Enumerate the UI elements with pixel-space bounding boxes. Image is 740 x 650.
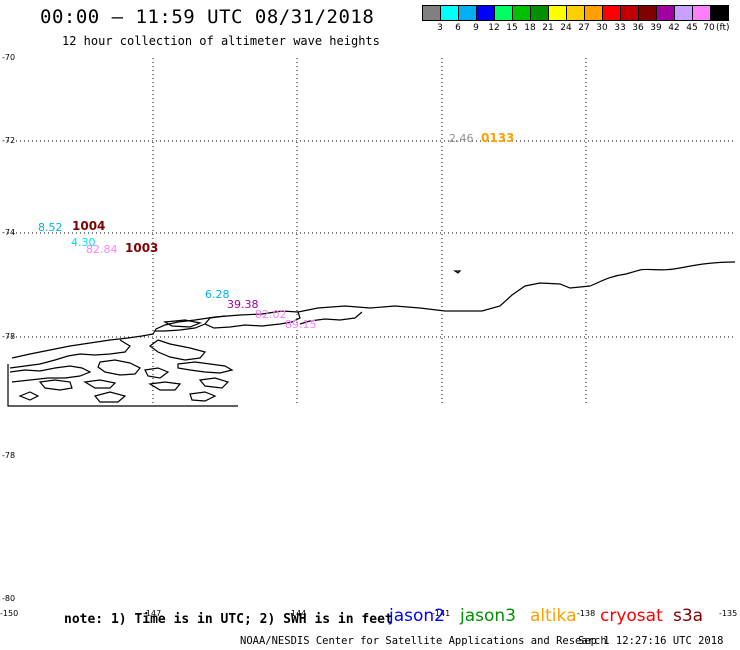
- wave-height-value: 8.52: [38, 221, 63, 234]
- legend-label: 18: [524, 23, 536, 33]
- wave-height-value: 2.46: [449, 132, 474, 145]
- legend-swatch: [477, 6, 495, 20]
- coast-segment: [9, 365, 92, 383]
- wave-height-value: 6.28: [205, 288, 230, 301]
- page-subtitle: 12 hour collection of altimeter wave hei…: [62, 34, 380, 48]
- legend-unit: (ft): [716, 23, 730, 33]
- legend-swatch: [711, 6, 728, 20]
- legend-label: 27: [578, 23, 590, 33]
- legend-label: 70: [703, 23, 715, 33]
- coast-segment: [177, 361, 234, 374]
- page-title: 00:00 – 11:59 UTC 08/31/2018: [40, 6, 375, 28]
- wave-height-value: 82.84: [86, 243, 118, 256]
- coast-segment: [18, 391, 40, 401]
- coast-segment: [144, 367, 170, 379]
- satellite-label: cryosat: [600, 606, 663, 626]
- pass-id: 1003: [125, 241, 159, 255]
- legend-swatch: [531, 6, 549, 20]
- legend-label: 3: [437, 23, 443, 33]
- legend-label: 9: [473, 23, 479, 33]
- wave-height-value: 82.02: [255, 308, 287, 321]
- legend-label: 33: [614, 23, 626, 33]
- legend-swatch: [603, 6, 621, 20]
- wave-height-value: 89.15: [285, 318, 317, 331]
- coast-segment: [97, 359, 141, 376]
- coast-segment: [7, 364, 238, 407]
- coast-segment: [189, 391, 217, 402]
- legend-labels: 3 6 9 12 15 18 21 24 27 30 33 36 39 42 4…: [422, 21, 729, 35]
- legend-swatches: [422, 5, 729, 21]
- legend-swatch: [441, 6, 459, 20]
- coast-segment: [11, 333, 154, 359]
- legend-label: 24: [560, 23, 572, 33]
- satellite-label: jason2: [389, 606, 445, 626]
- coast-segment: [155, 323, 206, 332]
- legend-label: 39: [650, 23, 662, 33]
- coast-segment: [299, 311, 363, 325]
- lon-label: -135: [719, 609, 738, 618]
- legend-swatch: [693, 6, 711, 20]
- legend-label: 15: [506, 23, 518, 33]
- lon-label: -147: [143, 609, 162, 618]
- coast-segment: [204, 311, 301, 329]
- legend-swatch: [657, 6, 675, 20]
- legend-swatch: [513, 6, 531, 20]
- coast-segment: [9, 339, 131, 369]
- coast-segment: [149, 339, 207, 361]
- credit-text: NOAA/NESDIS Center for Satellite Applica…: [240, 635, 607, 647]
- lat-label: -70: [2, 53, 16, 62]
- legend-swatch: [585, 6, 603, 20]
- legend-swatch: [675, 6, 693, 20]
- coast-segment: [83, 379, 117, 389]
- legend-swatch: [639, 6, 657, 20]
- coast-segment: [163, 319, 203, 328]
- lat-label: -74: [2, 228, 16, 237]
- lat-label: -78: [2, 332, 16, 341]
- legend-swatch: [495, 6, 513, 20]
- lat-label: -78: [2, 451, 16, 460]
- legend-label: 36: [632, 23, 644, 33]
- legend-label: 21: [542, 23, 554, 33]
- legend-label: 42: [668, 23, 680, 33]
- lat-label: -72: [2, 136, 16, 145]
- legend-label: 45: [686, 23, 698, 33]
- coast-segment: [38, 379, 73, 391]
- coast-segment: [198, 377, 230, 389]
- legend-swatch: [567, 6, 585, 20]
- wave-height-value: 4.30: [71, 236, 96, 249]
- wave-height-value: 39.38: [227, 298, 259, 311]
- coastline: [7, 261, 736, 407]
- legend-label: 6: [455, 23, 461, 33]
- pass-id: 1004: [72, 219, 106, 233]
- lat-label: -80: [2, 594, 16, 603]
- satellite-label: s3a: [673, 606, 704, 626]
- color-legend: 3 6 9 12 15 18 21 24 27 30 33 36 39 42 4…: [422, 5, 730, 35]
- lon-label: -150: [0, 609, 19, 618]
- coast-segment: [148, 381, 182, 391]
- footer-note: note: 1) Time is in UTC; 2) SWH is in fe…: [64, 612, 393, 627]
- coast-segment: [93, 391, 127, 403]
- satellite-label: altika: [530, 606, 577, 626]
- legend-swatch: [459, 6, 477, 20]
- legend-swatch: [621, 6, 639, 20]
- legend-swatch: [549, 6, 567, 20]
- lon-label: -144: [288, 609, 307, 618]
- lon-label: -138: [577, 609, 596, 618]
- legend-label: 30: [596, 23, 608, 33]
- lon-label: -141: [432, 609, 451, 618]
- pass-id: 0133: [481, 131, 515, 145]
- satellite-label: jason3: [460, 606, 516, 626]
- island: [453, 270, 462, 274]
- generated-timestamp: Sep 1 12:27:16 UTC 2018: [578, 635, 724, 647]
- legend-swatch: [423, 6, 441, 20]
- legend-label: 12: [488, 23, 500, 33]
